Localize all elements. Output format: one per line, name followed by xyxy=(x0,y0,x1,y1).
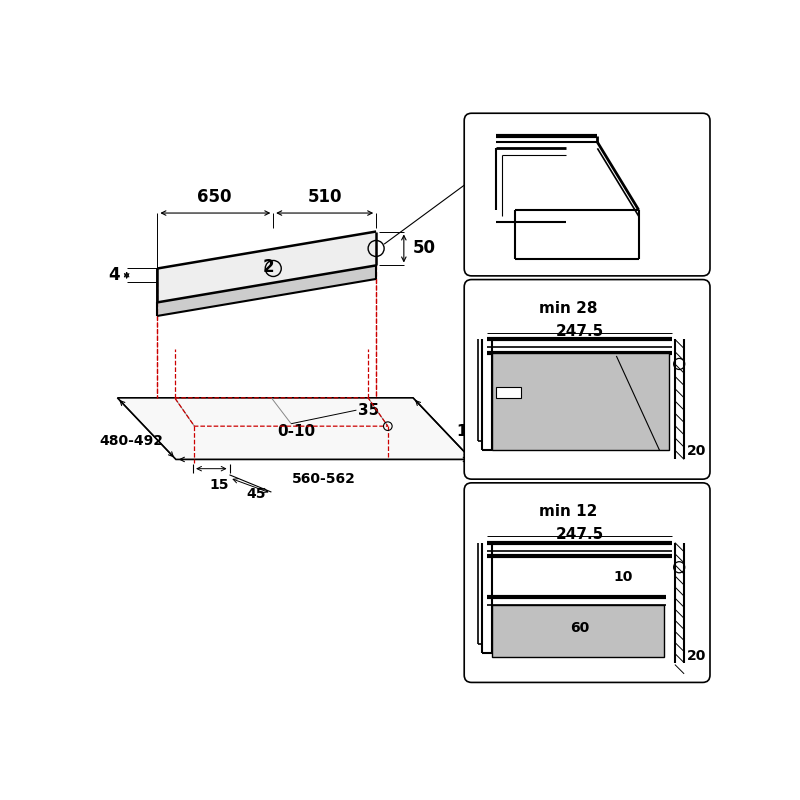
Polygon shape xyxy=(158,266,376,316)
Text: 4: 4 xyxy=(109,266,120,284)
Text: 10: 10 xyxy=(614,570,633,584)
Text: 247.5: 247.5 xyxy=(556,324,604,339)
Text: 480-492: 480-492 xyxy=(99,434,163,447)
Text: 100: 100 xyxy=(456,424,488,439)
Text: 510: 510 xyxy=(308,188,342,206)
Polygon shape xyxy=(118,398,472,459)
Text: 45: 45 xyxy=(246,487,266,501)
Bar xyxy=(492,605,665,657)
Text: 560-562: 560-562 xyxy=(292,472,356,486)
Bar xyxy=(492,353,670,450)
Text: 60: 60 xyxy=(570,621,589,635)
Text: 20: 20 xyxy=(687,649,706,662)
Text: 35: 35 xyxy=(358,402,379,418)
Text: min 28: min 28 xyxy=(539,301,598,315)
Text: 0-10: 0-10 xyxy=(277,424,315,438)
FancyBboxPatch shape xyxy=(464,114,710,276)
Text: 20: 20 xyxy=(687,444,706,458)
Text: 247.5: 247.5 xyxy=(556,527,604,542)
Bar xyxy=(496,386,521,398)
FancyBboxPatch shape xyxy=(464,279,710,479)
Text: min 12: min 12 xyxy=(539,504,598,518)
Text: 50: 50 xyxy=(413,239,436,258)
Text: 650: 650 xyxy=(197,188,231,206)
Text: 15: 15 xyxy=(210,478,229,492)
Text: 2: 2 xyxy=(262,258,274,276)
Polygon shape xyxy=(158,231,376,302)
FancyBboxPatch shape xyxy=(464,483,710,682)
